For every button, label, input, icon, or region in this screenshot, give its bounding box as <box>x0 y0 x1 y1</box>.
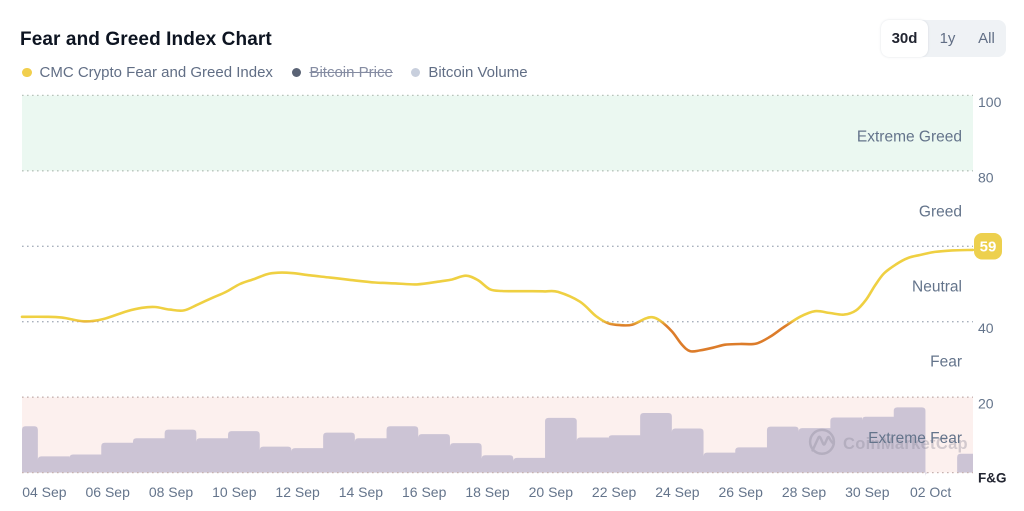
svg-text:Extreme Fear: Extreme Fear <box>868 430 962 447</box>
svg-text:Neutral: Neutral <box>912 279 962 296</box>
svg-text:80: 80 <box>978 169 994 185</box>
svg-text:16 Sep: 16 Sep <box>402 484 447 500</box>
svg-text:20: 20 <box>978 396 994 412</box>
svg-text:Greed: Greed <box>919 204 962 221</box>
svg-text:24 Sep: 24 Sep <box>655 484 700 500</box>
svg-text:59: 59 <box>980 239 997 256</box>
svg-text:08 Sep: 08 Sep <box>149 484 194 500</box>
svg-text:12 Sep: 12 Sep <box>275 484 320 500</box>
svg-text:40: 40 <box>978 320 994 336</box>
svg-text:100: 100 <box>978 94 1002 110</box>
svg-text:26 Sep: 26 Sep <box>719 484 764 500</box>
svg-text:30 Sep: 30 Sep <box>845 484 890 500</box>
svg-text:10 Sep: 10 Sep <box>212 484 257 500</box>
svg-text:20 Sep: 20 Sep <box>529 484 574 500</box>
svg-text:18 Sep: 18 Sep <box>465 484 510 500</box>
svg-text:04 Sep: 04 Sep <box>22 484 67 500</box>
svg-text:Extreme Greed: Extreme Greed <box>857 129 962 146</box>
svg-text:28 Sep: 28 Sep <box>782 484 827 500</box>
svg-text:F&G: F&G <box>978 471 1007 486</box>
svg-text:22 Sep: 22 Sep <box>592 484 637 500</box>
svg-text:02 Oct: 02 Oct <box>910 484 951 500</box>
svg-text:06 Sep: 06 Sep <box>86 484 131 500</box>
svg-text:Fear: Fear <box>930 354 962 371</box>
svg-text:14 Sep: 14 Sep <box>339 484 384 500</box>
svg-text:CoinMarketCap: CoinMarketCap <box>843 435 968 453</box>
